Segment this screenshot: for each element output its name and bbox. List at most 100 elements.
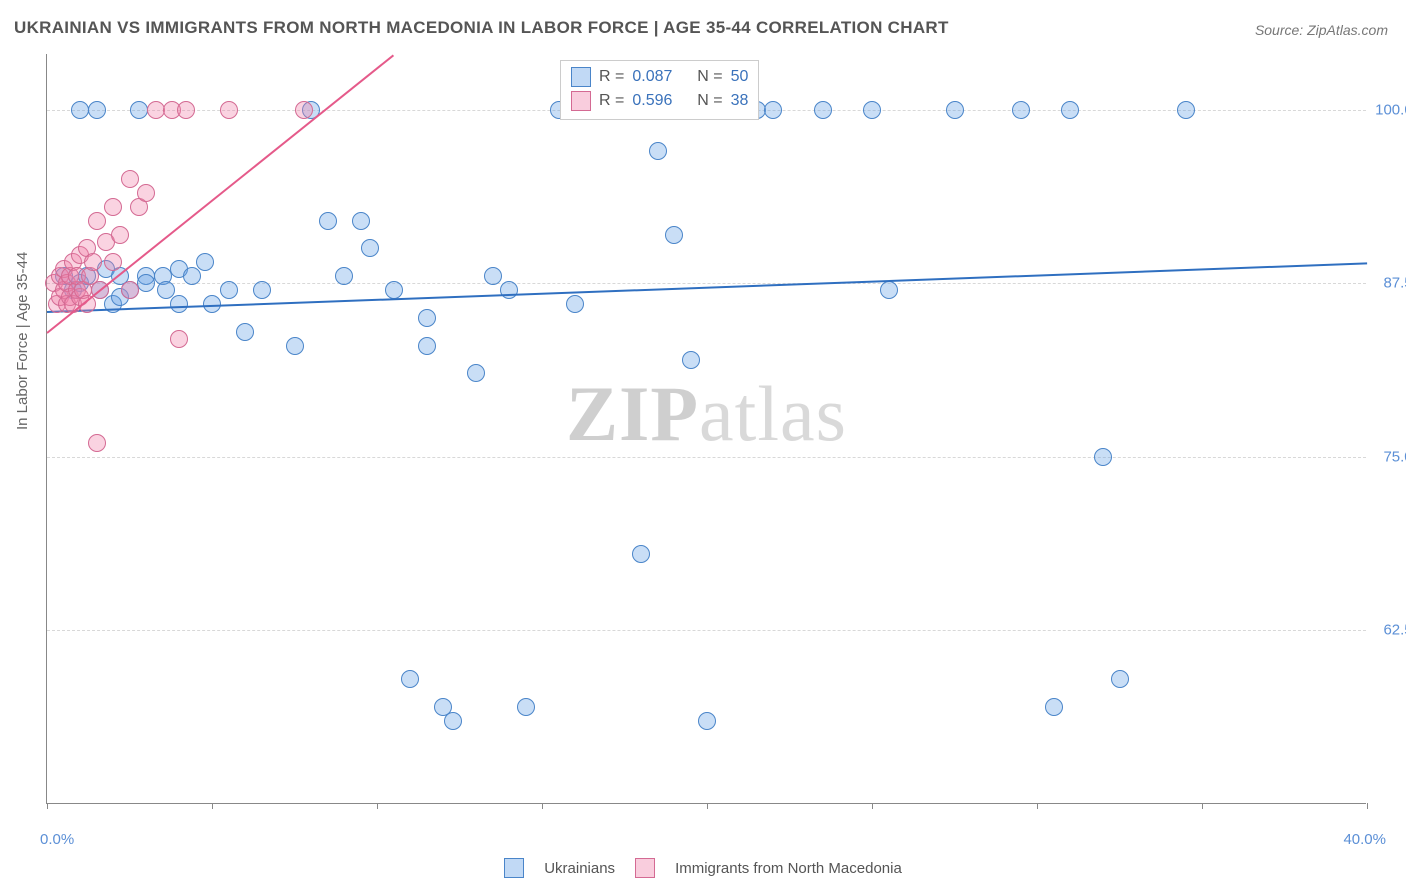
y-tick-label: 75.0% xyxy=(1371,448,1406,465)
data-point xyxy=(1045,698,1063,716)
chart-title: UKRAINIAN VS IMMIGRANTS FROM NORTH MACED… xyxy=(14,18,949,38)
data-point xyxy=(183,267,201,285)
data-point xyxy=(196,253,214,271)
x-tick xyxy=(212,803,213,809)
x-tick xyxy=(1037,803,1038,809)
stat-r-value: 0.087 xyxy=(632,68,672,86)
data-point xyxy=(418,337,436,355)
data-point xyxy=(88,101,106,119)
watermark: ZIPatlas xyxy=(566,369,847,459)
y-axis-label: In Labor Force | Age 35-44 xyxy=(14,252,31,430)
source-label: Source: xyxy=(1255,22,1303,38)
regression-line xyxy=(47,262,1367,313)
watermark-strong: ZIP xyxy=(566,370,699,457)
x-tick xyxy=(1367,803,1368,809)
data-point xyxy=(880,281,898,299)
x-tick xyxy=(542,803,543,809)
legend-label: Immigrants from North Macedonia xyxy=(675,860,902,877)
stat-r-label: R = xyxy=(599,92,624,110)
y-tick-label: 100.0% xyxy=(1371,101,1406,118)
stat-n-value: 50 xyxy=(731,68,749,86)
plot-area: ZIPatlas 62.5%75.0%87.5%100.0% xyxy=(46,54,1366,804)
data-point xyxy=(764,101,782,119)
data-point xyxy=(1094,448,1112,466)
data-point xyxy=(444,712,462,730)
y-tick-label: 87.5% xyxy=(1371,275,1406,292)
data-point xyxy=(319,212,337,230)
data-point xyxy=(1177,101,1195,119)
data-point xyxy=(111,226,129,244)
data-point xyxy=(130,101,148,119)
data-point xyxy=(335,267,353,285)
data-point xyxy=(682,351,700,369)
data-point xyxy=(170,295,188,313)
x-tick xyxy=(872,803,873,809)
x-tick xyxy=(377,803,378,809)
data-point xyxy=(177,101,195,119)
swatch-icon xyxy=(635,858,655,878)
data-point xyxy=(71,101,89,119)
data-point xyxy=(84,253,102,271)
data-point xyxy=(467,364,485,382)
data-point xyxy=(517,698,535,716)
x-tick xyxy=(47,803,48,809)
data-point xyxy=(484,267,502,285)
data-point xyxy=(121,281,139,299)
data-point xyxy=(401,670,419,688)
data-point xyxy=(170,330,188,348)
source-attribution: Source: ZipAtlas.com xyxy=(1255,22,1388,38)
swatch-icon xyxy=(504,858,524,878)
swatch-icon xyxy=(571,91,591,111)
data-point xyxy=(863,101,881,119)
bottom-legend: Ukrainians Immigrants from North Macedon… xyxy=(0,858,1406,878)
data-point xyxy=(137,184,155,202)
legend-label: Ukrainians xyxy=(544,860,615,877)
data-point xyxy=(814,101,832,119)
swatch-icon xyxy=(571,67,591,87)
data-point xyxy=(220,101,238,119)
data-point xyxy=(286,337,304,355)
data-point xyxy=(649,142,667,160)
data-point xyxy=(632,545,650,563)
data-point xyxy=(253,281,271,299)
data-point xyxy=(121,170,139,188)
data-point xyxy=(500,281,518,299)
x-max-label: 40.0% xyxy=(1343,831,1386,848)
gridline xyxy=(47,283,1366,284)
data-point xyxy=(1111,670,1129,688)
watermark-light: atlas xyxy=(699,370,847,457)
data-point xyxy=(361,239,379,257)
stat-n-value: 38 xyxy=(731,92,749,110)
data-point xyxy=(1012,101,1030,119)
data-point xyxy=(1061,101,1079,119)
x-tick xyxy=(1202,803,1203,809)
x-tick xyxy=(707,803,708,809)
stats-row: R = 0.596 N = 38 xyxy=(571,89,748,113)
data-point xyxy=(698,712,716,730)
data-point xyxy=(137,274,155,292)
stats-legend-box: R = 0.087 N = 50 R = 0.596 N = 38 xyxy=(560,60,759,120)
data-point xyxy=(385,281,403,299)
stat-r-label: R = xyxy=(599,68,624,86)
data-point xyxy=(418,309,436,327)
data-point xyxy=(220,281,238,299)
stats-row: R = 0.087 N = 50 xyxy=(571,65,748,89)
stat-n-label: N = xyxy=(697,68,722,86)
stat-n-label: N = xyxy=(697,92,722,110)
data-point xyxy=(104,253,122,271)
stat-r-value: 0.596 xyxy=(632,92,672,110)
data-point xyxy=(946,101,964,119)
data-point xyxy=(352,212,370,230)
data-point xyxy=(147,101,165,119)
data-point xyxy=(88,434,106,452)
source-value: ZipAtlas.com xyxy=(1307,22,1388,38)
data-point xyxy=(566,295,584,313)
data-point xyxy=(236,323,254,341)
data-point xyxy=(295,101,313,119)
y-tick-label: 62.5% xyxy=(1371,622,1406,639)
data-point xyxy=(104,198,122,216)
x-min-label: 0.0% xyxy=(40,831,74,848)
data-point xyxy=(88,212,106,230)
gridline xyxy=(47,630,1366,631)
data-point xyxy=(665,226,683,244)
